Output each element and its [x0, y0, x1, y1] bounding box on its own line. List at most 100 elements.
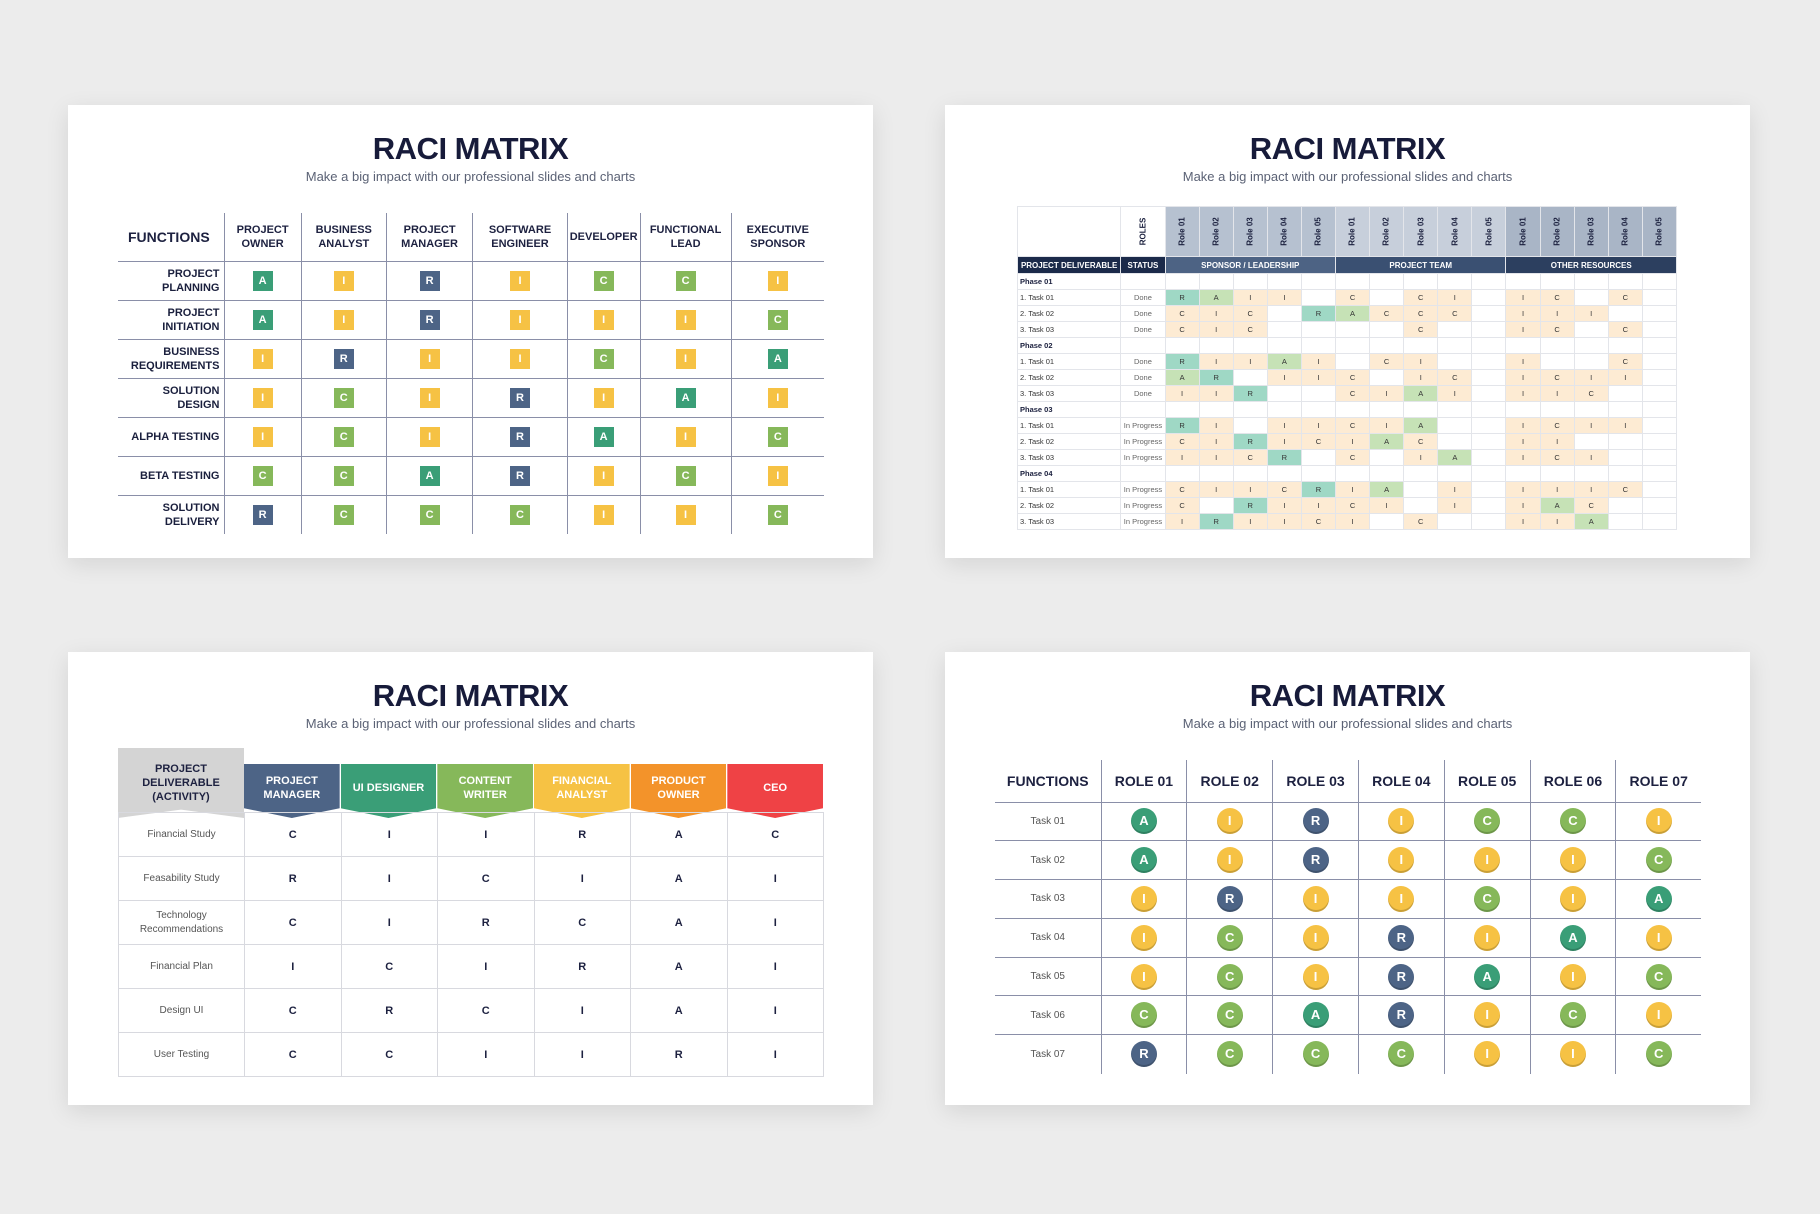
raci-cell: A — [1266, 353, 1302, 370]
raci-circle-badge: I — [1388, 885, 1415, 912]
raci-cell: C — [1232, 449, 1268, 466]
raci-circle-badge: C — [1216, 1002, 1243, 1029]
raci-cell: I — [1573, 449, 1609, 466]
role-header: DEVELOPER — [567, 213, 641, 262]
raci-cell: C — [437, 856, 535, 901]
raci-cell: I — [224, 378, 302, 418]
raci-cell: A — [1530, 918, 1617, 958]
raci-cell: I — [386, 378, 474, 418]
raci-cell — [1437, 513, 1473, 530]
raci-detailed-table: ROLES Role 01 Role 02 Role 03 Role 04 Role 05… — [1016, 206, 1678, 530]
raci-cell: I — [640, 339, 732, 379]
raci-cell: I — [1232, 481, 1268, 498]
task-row: 3. Task 03 In Progress I R I I C I C I I A — [1016, 513, 1678, 530]
raci-badge: C — [333, 504, 354, 525]
role-column-header: Role 01 — [1505, 206, 1541, 257]
raci-cell: I — [340, 812, 438, 857]
raci-cell: C — [301, 495, 387, 534]
raci-cell: I — [1164, 385, 1200, 402]
raci-circle-badge: I — [1559, 885, 1586, 912]
raci-cell: C — [1539, 417, 1575, 434]
raci-cell: I — [731, 261, 824, 301]
raci-cell: C — [1186, 957, 1274, 997]
raci-circle-badge: I — [1474, 924, 1501, 951]
raci-cell: I — [1437, 481, 1473, 498]
raci-badge: A — [593, 426, 614, 447]
raci-cell: C — [726, 812, 824, 857]
task-label: 2. Task 02 — [1016, 497, 1122, 514]
raci-circle-badge: A — [1130, 847, 1157, 874]
functions-header: FUNCTIONS — [995, 760, 1102, 803]
raci-cell: C — [1272, 1034, 1359, 1074]
raci-cell — [1232, 417, 1268, 434]
table-row: Task 05 I C I R A I C — [995, 957, 1701, 997]
raci-cell: I — [1164, 513, 1200, 530]
task-row: 3. Task 03 Done I I R C I A I I I C — [1016, 385, 1678, 402]
raci-cell: C — [1530, 995, 1617, 1036]
raci-cell: C — [1607, 353, 1643, 370]
task-label: Task 07 — [995, 1034, 1102, 1074]
raci-cell: C — [1615, 957, 1701, 997]
raci-circle-badge: C — [1645, 847, 1672, 874]
raci-cell — [1641, 385, 1678, 402]
role-header: ROLE 03 — [1272, 760, 1359, 803]
slide-raci-banners: RACI MATRIX Make a big impact with our p… — [68, 652, 873, 1105]
table-row: ALPHA TESTING I C I R A I C — [118, 417, 824, 457]
role-banner-row: PROJECT DELIVERABLE (ACTIVITY) PROJECT M… — [118, 748, 824, 818]
raci-badge: C — [767, 504, 788, 525]
raci-cell: I — [1505, 289, 1541, 306]
activity-label: Financial Study — [118, 812, 245, 857]
raci-cell: C — [1101, 995, 1188, 1036]
raci-cell: I — [640, 417, 732, 457]
raci-cell: A — [224, 261, 302, 301]
phase-row: Phase 02 — [1016, 337, 1678, 354]
role-header: ROLE 01 — [1101, 760, 1188, 803]
raci-cell: C — [1616, 1035, 1701, 1074]
raci-cell: I — [731, 378, 824, 418]
raci-cell: I — [1539, 481, 1575, 498]
slide-title: RACI MATRIX — [372, 131, 569, 166]
raci-cell: C — [1615, 840, 1701, 881]
role-header: ROLE 02 — [1186, 760, 1274, 803]
raci-cell: I — [726, 944, 824, 989]
raci-circle-badge: C — [1645, 963, 1672, 990]
raci-cell: I — [472, 261, 568, 301]
function-label: PROJECT INITIATION — [118, 300, 225, 340]
raci-cell: C — [1369, 353, 1405, 370]
task-label: Task 01 — [995, 802, 1102, 842]
table-row: Task 03 I R I I C I A — [995, 879, 1701, 919]
raci-cell: C — [244, 988, 342, 1033]
raci-cell: I — [1403, 353, 1439, 370]
raci-cell: C — [1369, 305, 1405, 322]
raci-cell: I — [1530, 1034, 1617, 1074]
raci-cell: A — [1101, 802, 1188, 842]
raci-cell — [1403, 497, 1439, 514]
raci-cell: I — [1615, 918, 1701, 958]
raci-cell: C — [301, 456, 387, 496]
raci-cell: I — [1198, 353, 1234, 370]
raci-cell: R — [1300, 305, 1337, 322]
raci-cell: C — [340, 1032, 438, 1077]
raci-cell: I — [1101, 957, 1188, 997]
raci-cell — [1573, 353, 1609, 370]
raci-cell: I — [1266, 433, 1302, 450]
raci-cell — [1334, 353, 1371, 370]
raci-cell: I — [1334, 513, 1371, 530]
status-cell: In Progress — [1120, 481, 1166, 498]
activity-label: Technology Recommendations — [118, 900, 245, 945]
task-label: 1. Task 01 — [1016, 417, 1122, 434]
raci-cell: A — [1164, 369, 1200, 386]
raci-cell: C — [1334, 369, 1371, 386]
raci-badge: C — [767, 426, 788, 447]
raci-cell: I — [386, 339, 474, 379]
activity-label: User Testing — [118, 1032, 245, 1077]
table-row: Design UI C R C I A I — [118, 988, 824, 1033]
raci-cell: C — [1437, 369, 1473, 386]
raci-cell: I — [1505, 305, 1541, 322]
raci-cell: I — [340, 856, 438, 901]
raci-cell: I — [1198, 449, 1234, 466]
raci-cell: I — [726, 856, 824, 901]
raci-badge: C — [333, 426, 354, 447]
raci-badge: C — [593, 270, 614, 291]
raci-cell: C — [1164, 433, 1200, 450]
